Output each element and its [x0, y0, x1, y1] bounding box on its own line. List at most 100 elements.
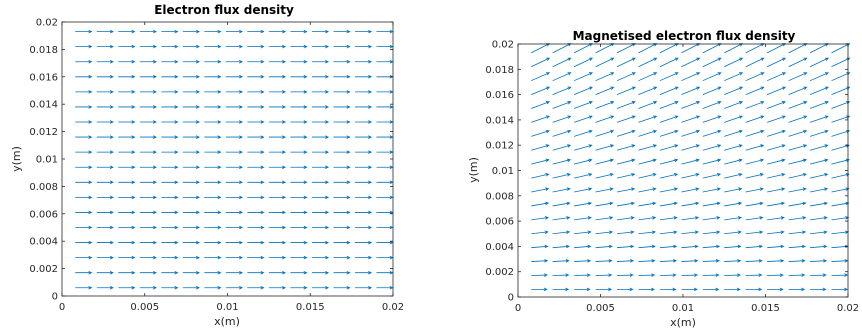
quiver-arrow: [96, 180, 114, 185]
y-tick-label: 0.012: [29, 127, 58, 138]
quiver-arrow: [745, 57, 765, 68]
quiver-arrow: [118, 150, 136, 154]
quiver-arrow: [809, 158, 829, 165]
quiver-arrow: [139, 150, 157, 154]
quiver-arrow: [268, 255, 287, 260]
quiver-arrow: [788, 86, 808, 95]
quiver-arrow: [638, 187, 657, 193]
quiver-arrow: [161, 225, 179, 230]
quiver-arrow: [225, 135, 244, 139]
quiver-arrow: [702, 273, 720, 277]
quiver-arrow: [118, 29, 136, 34]
quiver-arrow: [139, 210, 157, 215]
quiver-arrow: [75, 75, 93, 79]
quiver-arrow: [767, 216, 785, 221]
quiver-arrow: [204, 75, 222, 79]
quiver-arrow: [139, 44, 157, 49]
quiver-arrow: [831, 43, 851, 54]
quiver-arrow: [573, 144, 593, 151]
quiver-arrow: [225, 165, 244, 169]
quiver-arrow: [376, 29, 394, 34]
quiver-arrow: [333, 90, 351, 94]
y-ticks: 0 0.002 0.004 0.006 0.008 0.01 0.012 0.014 0.016…: [485, 40, 848, 304]
quiver-arrow: [702, 201, 721, 207]
quiver-arrow: [595, 287, 613, 292]
quiver-arrow: [118, 195, 136, 200]
quiver-arrow: [204, 59, 222, 64]
quiver-arrow: [724, 187, 743, 193]
quiver-arrow: [745, 86, 765, 95]
y-tick-label: 0.01: [492, 166, 514, 177]
quiver-arrow: [573, 101, 593, 109]
quiver-arrow: [595, 173, 614, 179]
quiver-arrow: [831, 129, 851, 137]
quiver-arrow: [354, 210, 373, 215]
quiver-arrow: [139, 240, 157, 245]
quiver-arrow: [659, 158, 679, 165]
quiver-arrow: [831, 201, 850, 207]
quiver-arrow: [831, 273, 849, 277]
quiver-arrow: [354, 225, 373, 230]
quiver-arrow: [659, 216, 678, 221]
quiver-arrow: [182, 75, 200, 79]
quiver-arrow: [638, 173, 657, 179]
quiver-arrow: [724, 273, 742, 277]
quiver-arrow: [531, 115, 550, 123]
quiver-arrow: [681, 101, 701, 109]
quiver-arrow: [268, 180, 287, 185]
quiver-arrow: [118, 225, 136, 230]
quiver-arrow: [268, 240, 287, 245]
quiver-arrow: [247, 120, 265, 124]
quiver-arrow: [268, 59, 287, 64]
quiver-arrow: [767, 115, 786, 123]
quiver-arrow: [788, 115, 808, 123]
quiver-arrow: [810, 230, 828, 235]
quiver-arrow: [552, 101, 572, 109]
quiver-arrow: [531, 201, 550, 207]
quiver-arrow: [247, 286, 265, 290]
quiver-arrow: [659, 244, 678, 249]
quiver-arrow: [702, 259, 720, 263]
quiver-arrow: [204, 180, 222, 185]
quiver-arrow: [96, 90, 114, 94]
quiver-arrow: [333, 165, 351, 169]
quiver-arrow: [290, 29, 308, 34]
quiver-arrow: [268, 195, 287, 200]
y-tick-label: 0.008: [29, 182, 58, 193]
quiver-arrow: [788, 187, 807, 193]
quiver-arrow: [809, 187, 829, 193]
quiver-arrow: [247, 135, 265, 139]
quiver-arrow: [831, 216, 850, 221]
quiver-arrow: [788, 244, 806, 249]
quiver-arrow: [311, 195, 330, 200]
quiver-arrow: [831, 86, 851, 95]
quiver-arrow: [161, 165, 179, 169]
quiver-arrow: [809, 216, 828, 221]
quiver-arrow: [225, 120, 244, 124]
quiver-arrow: [204, 44, 222, 49]
y-tick-label: 0: [508, 293, 514, 304]
quiver-arrow: [96, 135, 114, 139]
quiver-arrow: [247, 29, 265, 34]
quiver-arrow: [333, 105, 351, 109]
quiver-arrow: [204, 29, 222, 34]
quiver-arrow: [531, 158, 550, 165]
quiver-arrow: [311, 120, 330, 124]
quiver-arrow: [333, 180, 351, 185]
quiver-arrow: [182, 165, 200, 169]
quiver-arrow: [681, 72, 701, 82]
quiver-arrow: [595, 115, 615, 123]
quiver-arrow: [681, 57, 701, 68]
quiver-arrow: [247, 180, 265, 185]
y-tick-label: 0.002: [485, 267, 514, 278]
quiver-arrow: [182, 120, 200, 124]
quiver-arrow: [118, 59, 136, 64]
quiver-arrow: [118, 135, 136, 139]
quiver-arrow: [574, 287, 591, 292]
quiver-arrow: [531, 144, 550, 151]
quiver-arrow: [595, 101, 615, 109]
y-ticks: 0 0.002 0.004 0.006 0.008 0.01 0.012 0.014 0.016…: [29, 18, 393, 303]
quiver-arrow: [268, 270, 287, 275]
quiver-arrow: [681, 86, 701, 95]
